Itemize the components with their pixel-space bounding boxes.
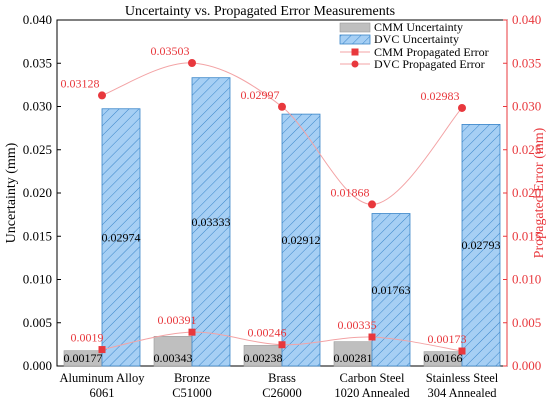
point-cmm-propagated-error (188, 328, 196, 336)
point-dvc-propagated-error (278, 102, 286, 111)
legend-label-cmm-uncertainty: CMM Uncertainty (374, 20, 463, 34)
y-tick-label: 0.000 (23, 358, 52, 373)
point-cmm-propagated-error (368, 333, 376, 341)
bar-label-cmm-uncertainty: 0.00281 (334, 351, 373, 365)
bar-label-dvc-uncertainty: 0.01763 (372, 283, 411, 297)
point-dvc-propagated-error (188, 58, 196, 67)
x-tick-label: C26000 (262, 386, 302, 400)
x-tick-label: Carbon Steel (340, 371, 405, 385)
point-label-dvc-propagated-error: 0.03503 (151, 44, 190, 58)
point-label-dvc-propagated-error: 0.02997 (241, 88, 280, 102)
point-label-dvc-propagated-error: 0.02983 (421, 89, 460, 103)
point-dvc-propagated-error (368, 200, 376, 209)
bar-dvc-uncertainty (461, 124, 501, 367)
x-tick-label: Aluminum Alloy (59, 371, 145, 385)
point-label-cmm-propagated-error: 0.0019 (71, 331, 104, 345)
point-cmm-propagated-error (458, 347, 466, 355)
point-label-cmm-propagated-error: 0.00335 (338, 318, 377, 332)
y2-tick-label: 0.000 (512, 358, 541, 373)
legend-swatch-dvc-uncertainty (339, 34, 371, 45)
bar-label-dvc-uncertainty: 0.03333 (192, 215, 231, 229)
y2-tick-label: 0.010 (512, 272, 541, 287)
y2-tick-label: 0.025 (512, 142, 541, 157)
bar-label-cmm-uncertainty: 0.00238 (244, 351, 283, 365)
legend-marker-cmm-propagated-error (351, 48, 359, 56)
legend-label-dvc-uncertainty: DVC Uncertainty (374, 32, 459, 46)
y-tick-label: 0.020 (23, 185, 52, 200)
y2-tick-label: 0.040 (512, 12, 541, 27)
x-tick-label: 304 Annealed (427, 386, 497, 400)
point-dvc-propagated-error (98, 91, 106, 100)
y2-axis-label: Propagated Error (mm) (532, 127, 547, 258)
bar-label-dvc-uncertainty: 0.02974 (102, 230, 141, 244)
x-tick-label: C51000 (172, 386, 212, 400)
y-tick-label: 0.025 (23, 142, 52, 157)
bar-cmm-uncertainty (153, 336, 193, 367)
bar-dvc-uncertainty (191, 77, 231, 367)
bar-label-cmm-uncertainty: 0.00166 (424, 351, 463, 365)
point-label-dvc-propagated-error: 0.03128 (61, 76, 100, 90)
chart-title: Uncertainty vs. Propagated Error Measure… (125, 4, 395, 19)
point-dvc-propagated-error (458, 103, 466, 112)
legend-swatch-cmm-uncertainty (339, 22, 371, 33)
bar-label-dvc-uncertainty: 0.02912 (282, 233, 321, 247)
bar-dvc-uncertainty (101, 108, 141, 367)
line-dvc-propagated-error (101, 62, 463, 205)
y2-tick-label: 0.005 (512, 315, 541, 330)
point-cmm-propagated-error (98, 346, 106, 354)
x-tick-label: 6061 (90, 386, 115, 400)
bar-label-cmm-uncertainty: 0.00177 (64, 351, 103, 365)
y-tick-label: 0.040 (23, 12, 52, 27)
bar-label-dvc-uncertainty: 0.02793 (462, 238, 501, 252)
point-label-cmm-propagated-error: 0.00246 (248, 326, 287, 340)
y-tick-label: 0.015 (23, 228, 52, 243)
y2-tick-label: 0.015 (512, 228, 541, 243)
y2-tick-label: 0.030 (512, 99, 541, 114)
point-label-cmm-propagated-error: 0.00173 (428, 332, 467, 346)
x-tick-label: Bronze (174, 371, 211, 385)
legend-label-cmm-propagated-error: CMM Propagated Error (374, 45, 489, 59)
point-label-dvc-propagated-error: 0.01868 (331, 185, 370, 199)
legend-marker-dvc-propagated-error (351, 60, 359, 68)
bar-label-cmm-uncertainty: 0.00343 (154, 351, 193, 365)
point-cmm-propagated-error (278, 341, 286, 349)
point-label-cmm-propagated-error: 0.00391 (158, 313, 197, 327)
x-tick-label: Stainless Steel (426, 371, 499, 385)
y-axis-label: Uncertainty (mm) (4, 142, 19, 243)
y-tick-label: 0.010 (23, 272, 52, 287)
y2-tick-label: 0.035 (512, 55, 541, 70)
y-tick-label: 0.035 (23, 55, 52, 70)
x-tick-label: 1020 Annealed (334, 386, 410, 400)
x-tick-label: Brass (268, 371, 296, 385)
y-tick-label: 0.005 (23, 315, 52, 330)
bar-dvc-uncertainty (281, 113, 321, 367)
legend-label-dvc-propagated-error: DVC Propagated Error (374, 57, 485, 71)
y2-tick-label: 0.020 (512, 185, 541, 200)
y-tick-label: 0.030 (23, 99, 52, 114)
